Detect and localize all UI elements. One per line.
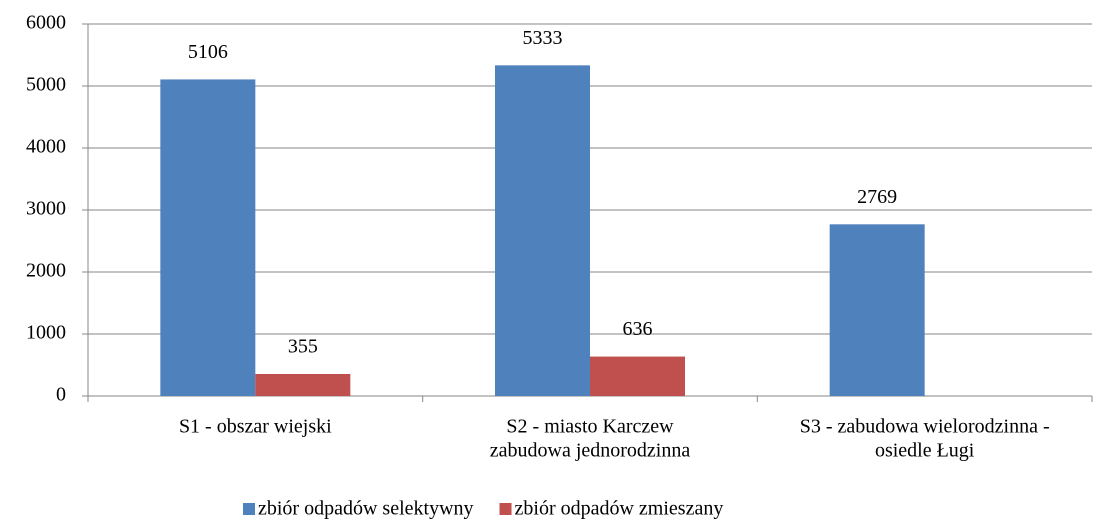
- y-tick-label: 1000: [26, 322, 66, 344]
- x-tick-label: S2 - miasto Karczew: [506, 416, 674, 438]
- bar: [495, 65, 590, 396]
- x-tick-label: zabudowa jednorodzinna: [490, 440, 691, 462]
- legend-swatch: [243, 503, 255, 515]
- data-label: 5333: [523, 27, 563, 49]
- y-tick-label: 4000: [26, 136, 66, 158]
- x-tick-label: S1 - obszar wiejski: [179, 416, 332, 438]
- y-tick-label: 5000: [26, 74, 66, 96]
- x-tick-label: S3 - zabudowa wielorodzinna -: [800, 416, 1050, 438]
- y-tick-label: 6000: [26, 12, 66, 34]
- bar: [829, 224, 925, 396]
- y-tick-label: 0: [56, 384, 66, 406]
- bar: [590, 356, 685, 396]
- legend-swatch: [499, 503, 512, 515]
- x-tick-label: osiedle Ługi: [875, 440, 975, 462]
- y-tick-label: 3000: [26, 198, 66, 220]
- legend-label: zbiór odpadów selektywny: [258, 498, 474, 520]
- data-label: 355: [288, 336, 318, 358]
- legend-label: zbiór odpadów zmieszany: [515, 498, 724, 520]
- bar: [160, 79, 256, 396]
- data-label: 2769: [857, 186, 897, 208]
- data-label: 5106: [188, 41, 228, 63]
- data-label: 636: [623, 318, 653, 340]
- y-tick-label: 2000: [26, 260, 66, 282]
- bar: [255, 373, 351, 396]
